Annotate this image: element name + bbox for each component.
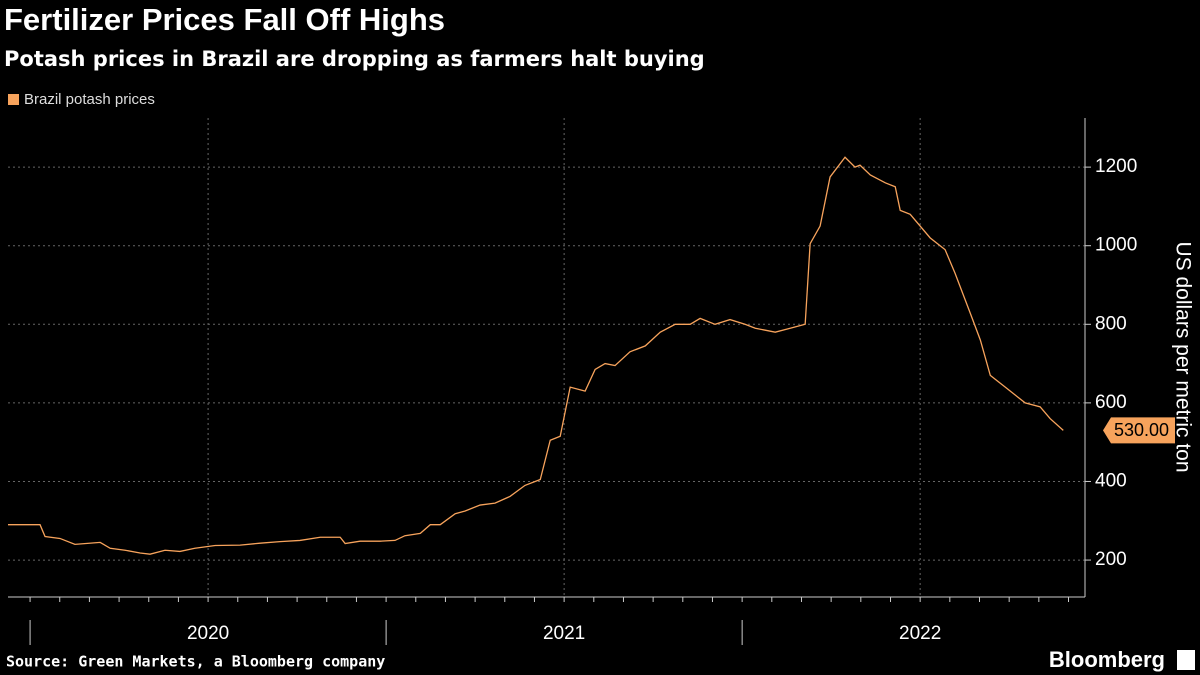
brand: Bloomberg	[1049, 647, 1165, 672]
line	[8, 156, 1064, 555]
y-tick-label: 800	[1095, 313, 1127, 334]
chart-subtitle: Potash prices in Brazil are dropping as …	[4, 47, 705, 71]
x-tick-label: 2021	[543, 623, 585, 644]
source: Source: Green Markets, a Bloomberg compa…	[6, 653, 385, 671]
y-tick-label: 200	[1095, 549, 1127, 570]
x-tick-label: 2022	[899, 623, 941, 644]
brand-icon	[1177, 650, 1195, 670]
y-tick-label: 1200	[1095, 156, 1137, 177]
legend-swatch	[8, 94, 19, 105]
callout-box	[1103, 417, 1175, 444]
chart-title: Fertilizer Prices Fall Off Highs	[4, 2, 445, 37]
x-tick-label: 2020	[187, 623, 229, 644]
y-tick-label: 1000	[1095, 235, 1137, 256]
callout-label: 530.00	[1114, 420, 1169, 440]
y-axis-label: US dollars per metric ton	[1171, 241, 1194, 472]
legend-label: Brazil potash prices	[24, 91, 155, 108]
y-tick-label: 400	[1095, 470, 1127, 491]
y-tick-label: 600	[1095, 392, 1127, 413]
